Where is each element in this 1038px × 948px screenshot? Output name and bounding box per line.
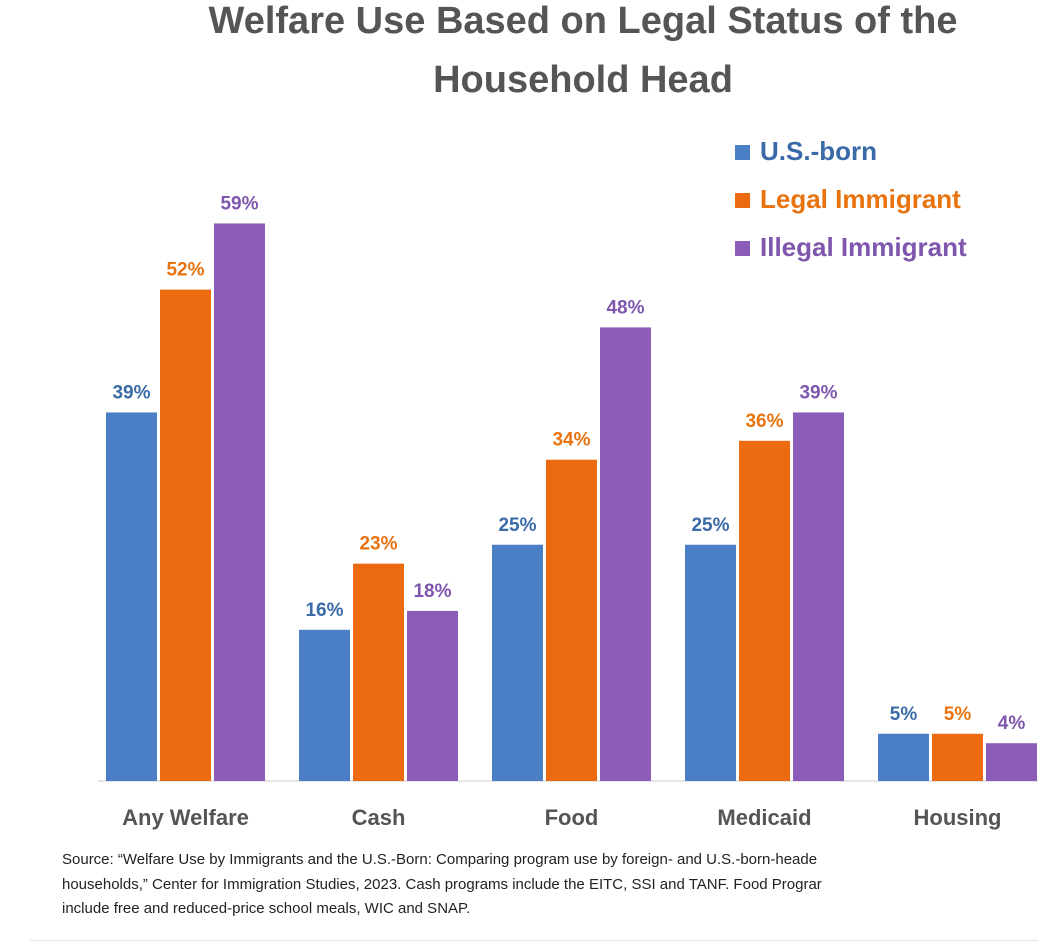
data-label-food-illegal-immigrant: 48% xyxy=(606,297,644,318)
chart-title-line-1: Welfare Use Based on Legal Status of the xyxy=(209,0,958,42)
legend-swatch-legal-immigrant xyxy=(735,193,750,208)
category-label-any-welfare: Any Welfare xyxy=(122,805,249,830)
source-note-line-2: households,” Center for Immigration Stud… xyxy=(62,875,822,893)
category-label-housing: Housing xyxy=(914,805,1002,830)
bar-medicaid-legal-immigrant xyxy=(739,440,790,781)
source-note-line-1: Source: “Welfare Use by Immigrants and t… xyxy=(62,851,818,868)
bar-medicaid-illegal-immigrant xyxy=(793,412,844,781)
bars-layer xyxy=(106,223,1037,781)
data-label-housing-legal-immigrant: 5% xyxy=(944,704,972,725)
legend-label-legal-immigrant: Legal Immigrant xyxy=(760,184,961,214)
data-label-food-u-s-born: 25% xyxy=(498,515,536,536)
legend: U.S.-born Legal Immigrant Illegal Immigran… xyxy=(735,136,967,262)
data-label-any-welfare-u-s-born: 39% xyxy=(112,382,150,403)
source-note-line-3: include free and reduced-price school me… xyxy=(62,900,471,917)
bar-medicaid-u-s-born xyxy=(685,544,736,781)
legend-label-u-s-born: U.S.-born xyxy=(760,136,877,166)
bar-housing-u-s-born xyxy=(878,733,929,781)
data-label-food-legal-immigrant: 34% xyxy=(552,430,590,451)
data-label-medicaid-legal-immigrant: 36% xyxy=(745,411,783,432)
data-labels-layer: 39% 52% 59% 16% 23% 18% 25% 34% 48% 25% 36% 39% 5% 5%… xyxy=(112,193,1025,734)
data-label-housing-u-s-born: 5% xyxy=(890,704,918,725)
data-label-cash-legal-immigrant: 23% xyxy=(359,534,397,555)
source-note: Source: “Welfare Use by Immigrants and t… xyxy=(62,848,1038,922)
bar-housing-legal-immigrant xyxy=(932,733,983,781)
bar-cash-u-s-born xyxy=(299,629,350,781)
bar-cash-legal-immigrant xyxy=(353,563,404,781)
bar-cash-illegal-immigrant xyxy=(407,610,458,781)
legend-swatch-illegal-immigrant xyxy=(735,241,750,256)
data-label-any-welfare-legal-immigrant: 52% xyxy=(166,260,204,281)
data-label-medicaid-u-s-born: 25% xyxy=(691,515,729,536)
data-label-any-welfare-illegal-immigrant: 59% xyxy=(220,193,258,214)
data-label-cash-illegal-immigrant: 18% xyxy=(413,581,451,602)
chart-title-line-2: Household Head xyxy=(433,59,733,101)
bar-food-illegal-immigrant xyxy=(600,327,651,781)
category-label-cash: Cash xyxy=(352,805,406,830)
legend-swatch-u-s-born xyxy=(735,145,750,160)
data-label-cash-u-s-born: 16% xyxy=(305,600,343,621)
bottom-divider xyxy=(30,940,1038,941)
category-label-food: Food xyxy=(545,805,599,830)
bar-food-u-s-born xyxy=(492,544,543,781)
bar-food-legal-immigrant xyxy=(546,459,597,781)
data-label-housing-illegal-immigrant: 4% xyxy=(998,713,1026,734)
bar-any-welfare-illegal-immigrant xyxy=(214,223,265,781)
bar-housing-illegal-immigrant xyxy=(986,743,1037,781)
legend-label-illegal-immigrant: Illegal Immigrant xyxy=(760,232,967,262)
chart-title: Welfare Use Based on Legal Status of the… xyxy=(209,0,958,101)
category-labels-layer: Any Welfare Cash Food Medicaid Housing xyxy=(122,805,1001,830)
bar-any-welfare-u-s-born xyxy=(106,412,157,781)
data-label-medicaid-illegal-immigrant: 39% xyxy=(799,382,837,403)
bar-any-welfare-legal-immigrant xyxy=(160,289,211,781)
category-label-medicaid: Medicaid xyxy=(717,805,811,830)
